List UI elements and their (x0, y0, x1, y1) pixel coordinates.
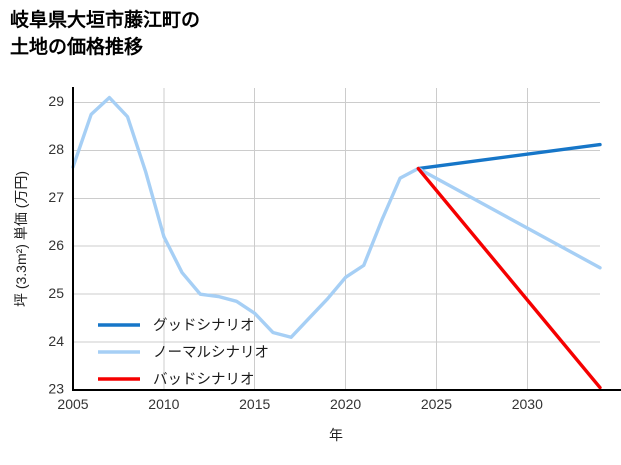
page-title: 岐阜県大垣市藤江町の 土地の価格推移 (10, 10, 201, 58)
y-tick-label: 28 (48, 141, 64, 157)
y-axis-label: 坪 (3.3m²) 単価 (万円) (13, 171, 29, 307)
y-tick-label: 27 (48, 189, 64, 205)
y-tick-label: 26 (48, 237, 64, 253)
x-axis-label: 年 (329, 427, 343, 443)
x-tick-label: 2020 (330, 396, 361, 412)
y-tick-label: 23 (48, 381, 64, 397)
series-lines (71, 95, 602, 390)
x-axis-ticks: 2005 2010 2015 2020 2025 2030 (57, 396, 543, 412)
legend-label: バッドシナリオ (153, 372, 255, 388)
x-tick-label: 2025 (421, 396, 452, 412)
legend-label: ノーマルシナリオ (153, 345, 269, 361)
series-line (416, 142, 602, 171)
y-axis-ticks: 23 24 25 26 27 28 29 (48, 93, 64, 397)
y-tick-label: 29 (48, 93, 64, 109)
axis-spines (71, 87, 621, 392)
legend-label: グッドシナリオ (153, 317, 255, 334)
x-tick-label: 2015 (239, 396, 270, 412)
x-tick-label: 2030 (512, 396, 543, 412)
x-tick-label: 2010 (148, 396, 179, 412)
y-tick-label: 24 (48, 333, 64, 349)
series-line (71, 95, 602, 339)
series-line (416, 166, 602, 390)
y-tick-label: 25 (48, 285, 64, 301)
x-tick-label: 2005 (57, 396, 88, 412)
